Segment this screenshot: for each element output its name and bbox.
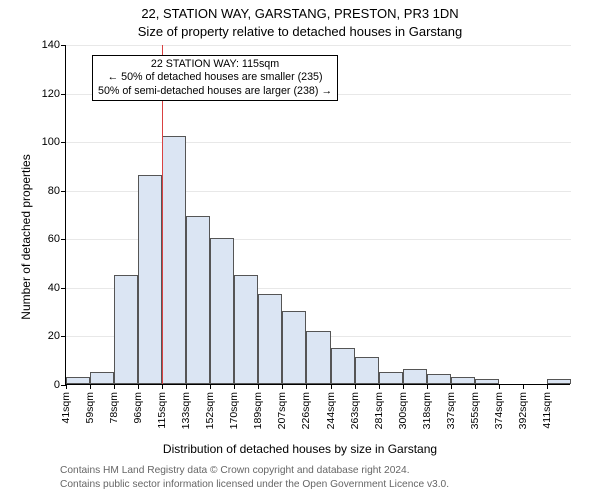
footer-line-1: Contains HM Land Registry data © Crown c… (60, 465, 410, 476)
gridline (66, 45, 571, 46)
x-tick-mark (379, 384, 380, 389)
x-tick-label: 244sqm (325, 392, 337, 429)
y-tick-mark (61, 142, 66, 143)
chart-title-line-1: 22, STATION WAY, GARSTANG, PRESTON, PR3 … (0, 6, 600, 21)
x-tick-mark (210, 384, 211, 389)
x-tick-mark (66, 384, 67, 389)
histogram-bar (162, 136, 186, 384)
annotation-box: 22 STATION WAY: 115sqm ← 50% of detached… (92, 55, 338, 101)
y-tick-mark (61, 94, 66, 95)
histogram-bar (355, 357, 379, 384)
x-tick-label: 133sqm (180, 392, 192, 429)
x-tick-mark (162, 384, 163, 389)
x-tick-label: 337sqm (445, 392, 457, 429)
histogram-bar (282, 311, 306, 384)
x-tick-mark (427, 384, 428, 389)
x-tick-label: 41sqm (60, 392, 72, 424)
x-tick-label: 411sqm (541, 392, 553, 429)
x-tick-label: 170sqm (228, 392, 240, 429)
x-tick-mark (114, 384, 115, 389)
histogram-bar (90, 372, 114, 384)
x-tick-mark (186, 384, 187, 389)
x-tick-mark (282, 384, 283, 389)
annotation-line-3: 50% of semi-detached houses are larger (… (98, 85, 332, 98)
histogram-bar (403, 369, 427, 384)
histogram-bar (114, 275, 138, 384)
x-tick-label: 300sqm (397, 392, 409, 429)
x-tick-mark (475, 384, 476, 389)
annotation-line-1: 22 STATION WAY: 115sqm (98, 58, 332, 71)
x-tick-label: 318sqm (421, 392, 433, 429)
x-tick-label: 355sqm (469, 392, 481, 429)
x-tick-label: 59sqm (84, 392, 96, 424)
x-tick-mark (451, 384, 452, 389)
histogram-bar (186, 216, 210, 384)
histogram-bar (138, 175, 162, 384)
y-tick-label: 0 (25, 379, 60, 391)
histogram-bar (306, 331, 330, 384)
x-tick-label: 263sqm (349, 392, 361, 429)
x-tick-mark (403, 384, 404, 389)
y-tick-mark (61, 239, 66, 240)
y-tick-label: 60 (25, 233, 60, 245)
histogram-bar (331, 348, 355, 384)
histogram-bar (66, 377, 90, 384)
x-tick-mark (234, 384, 235, 389)
x-tick-label: 96sqm (132, 392, 144, 424)
x-tick-mark (90, 384, 91, 389)
x-tick-mark (331, 384, 332, 389)
y-tick-mark (61, 191, 66, 192)
y-tick-mark (61, 288, 66, 289)
y-tick-label: 100 (25, 136, 60, 148)
x-tick-label: 152sqm (204, 392, 216, 429)
x-tick-mark (499, 384, 500, 389)
x-tick-mark (547, 384, 548, 389)
histogram-bar (451, 377, 475, 384)
y-tick-mark (61, 45, 66, 46)
x-tick-mark (306, 384, 307, 389)
annotation-line-2: ← 50% of detached houses are smaller (23… (98, 71, 332, 84)
y-tick-mark (61, 336, 66, 337)
histogram-bar (258, 294, 282, 384)
histogram-bar (475, 379, 499, 384)
x-tick-label: 392sqm (517, 392, 529, 429)
x-tick-label: 374sqm (493, 392, 505, 429)
histogram-bar (234, 275, 258, 384)
x-tick-label: 78sqm (108, 392, 120, 424)
chart-title-line-2: Size of property relative to detached ho… (0, 24, 600, 39)
histogram-bar (210, 238, 234, 384)
x-tick-label: 189sqm (252, 392, 264, 429)
x-tick-label: 281sqm (373, 392, 385, 429)
x-tick-label: 207sqm (276, 392, 288, 429)
x-tick-mark (258, 384, 259, 389)
footer-line-2: Contains public sector information licen… (60, 479, 449, 490)
y-tick-label: 120 (25, 88, 60, 100)
histogram-bar (547, 379, 571, 384)
chart-container: 22, STATION WAY, GARSTANG, PRESTON, PR3 … (0, 0, 600, 500)
x-tick-mark (523, 384, 524, 389)
x-tick-mark (138, 384, 139, 389)
y-tick-label: 40 (25, 282, 60, 294)
x-tick-label: 226sqm (300, 392, 312, 429)
y-tick-label: 20 (25, 330, 60, 342)
x-tick-mark (355, 384, 356, 389)
y-tick-label: 80 (25, 185, 60, 197)
y-tick-label: 140 (25, 39, 60, 51)
gridline (66, 142, 571, 143)
x-tick-label: 115sqm (156, 392, 168, 429)
histogram-bar (427, 374, 451, 384)
x-axis-label: Distribution of detached houses by size … (0, 442, 600, 456)
histogram-bar (379, 372, 403, 384)
